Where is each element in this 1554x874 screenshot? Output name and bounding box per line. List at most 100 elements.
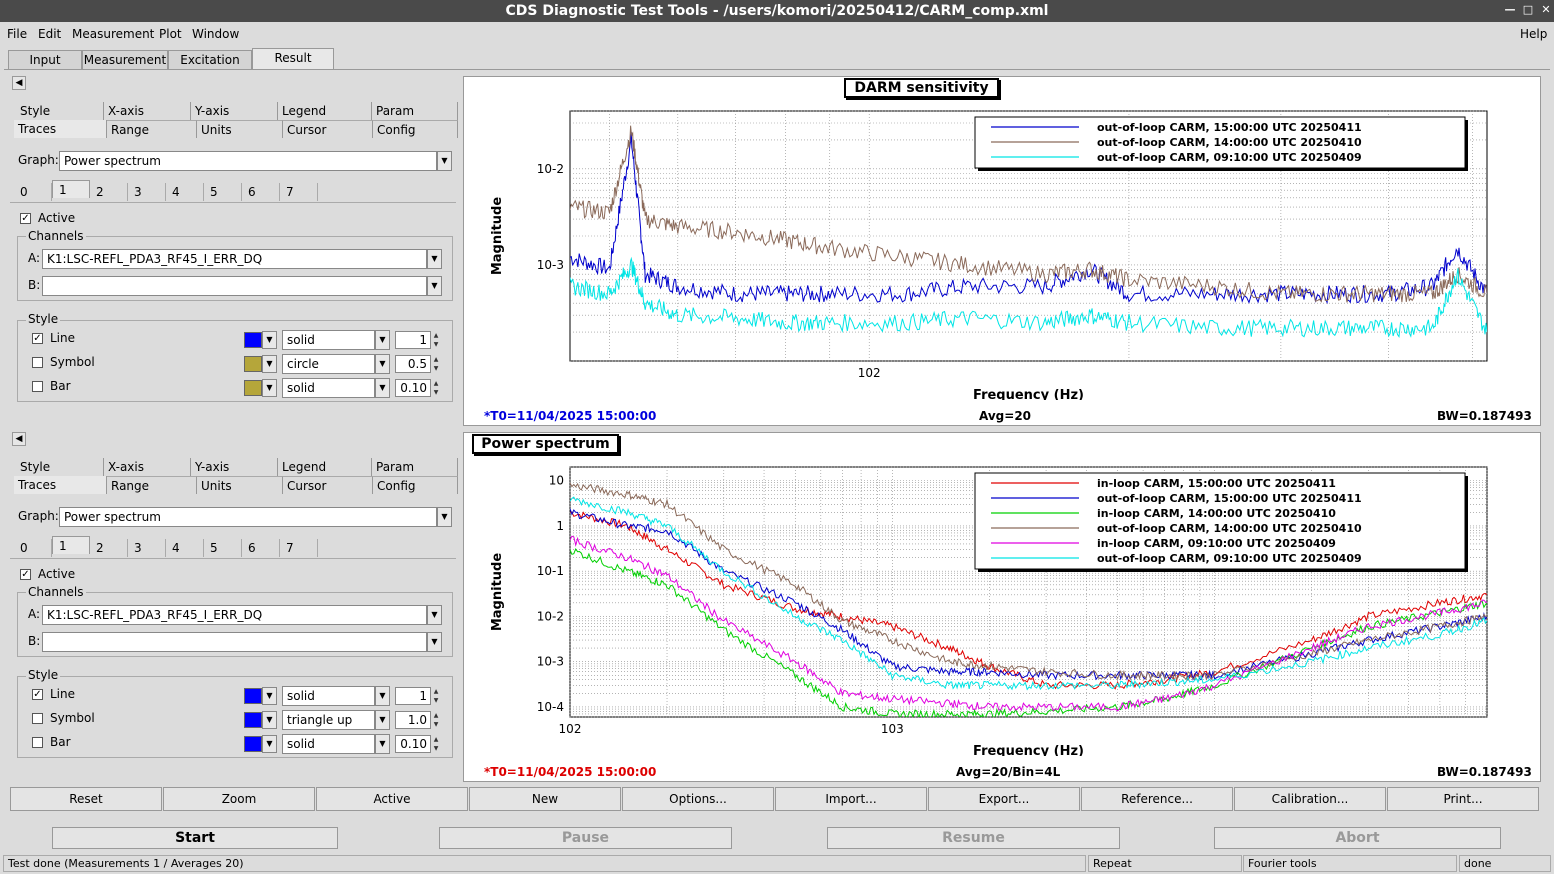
pause-button[interactable]: Pause <box>439 827 732 849</box>
line-size-input[interactable]: 1 <box>395 687 431 705</box>
chevron-down-icon[interactable]: ▼ <box>427 276 442 296</box>
bar-size-input[interactable]: 0.10 <box>395 379 431 397</box>
trace-tab-2[interactable]: 2 <box>90 539 128 557</box>
chevron-down-icon[interactable]: ▼ <box>375 734 390 754</box>
subtab-cursor[interactable]: Cursor <box>283 120 373 138</box>
active-button[interactable]: Active <box>316 787 468 811</box>
line-color-swatch[interactable] <box>244 332 262 348</box>
trace-tab-3[interactable]: 3 <box>128 183 166 201</box>
bar-style-select[interactable]: solid <box>282 734 375 754</box>
tab-input[interactable]: Input <box>8 50 82 70</box>
symbol-size-input[interactable]: 1.0 <box>395 711 431 729</box>
trace-tab-7[interactable]: 7 <box>280 539 318 557</box>
chevron-down-icon[interactable]: ▼ <box>262 735 277 753</box>
line-checkbox[interactable]: ✓ <box>32 689 43 700</box>
spin-arrows-icon[interactable]: ▲ ▼ <box>433 736 439 752</box>
trace-tab-2[interactable]: 2 <box>90 183 128 201</box>
chevron-down-icon[interactable]: ▼ <box>375 710 390 730</box>
spin-arrows-icon[interactable]: ▲ ▼ <box>433 332 439 348</box>
trace-tab-0[interactable]: 0 <box>14 183 52 201</box>
line-style-select[interactable]: solid <box>282 330 375 350</box>
new-button[interactable]: New <box>469 787 621 811</box>
collapse-arrow-icon[interactable]: ◀ <box>12 432 26 446</box>
symbol-checkbox[interactable] <box>32 357 43 368</box>
chevron-down-icon[interactable]: ▼ <box>375 354 390 374</box>
menu-plot[interactable]: Plot <box>159 27 182 41</box>
start-button[interactable]: Start <box>52 827 338 849</box>
menu-measurement[interactable]: Measurement <box>72 27 155 41</box>
subtab-param[interactable]: Param <box>372 458 458 476</box>
abort-button[interactable]: Abort <box>1214 827 1501 849</box>
chevron-down-icon[interactable]: ▼ <box>437 151 452 171</box>
active-checkbox[interactable]: ✓ <box>20 569 31 580</box>
subtab-style[interactable]: Style <box>16 102 104 120</box>
subtab-param[interactable]: Param <box>372 102 458 120</box>
symbol-checkbox[interactable] <box>32 713 43 724</box>
chevron-down-icon[interactable]: ▼ <box>262 379 277 397</box>
line-checkbox[interactable]: ✓ <box>32 333 43 344</box>
maximize-icon[interactable]: □ <box>1522 3 1534 16</box>
calibration-button[interactable]: Calibration... <box>1234 787 1386 811</box>
options-button[interactable]: Options... <box>622 787 774 811</box>
subtab-config[interactable]: Config <box>373 476 458 494</box>
bar-size-input[interactable]: 0.10 <box>395 735 431 753</box>
spin-arrows-icon[interactable]: ▲ ▼ <box>433 356 439 372</box>
chevron-down-icon[interactable]: ▼ <box>262 711 277 729</box>
menu-help[interactable]: Help <box>1520 27 1548 41</box>
chevron-down-icon[interactable]: ▼ <box>427 605 442 625</box>
symbol-color-swatch[interactable] <box>244 356 262 372</box>
reference-button[interactable]: Reference... <box>1081 787 1233 811</box>
bar-color-swatch[interactable] <box>244 380 262 396</box>
subtab-traces[interactable]: Traces <box>14 120 107 138</box>
import-button[interactable]: Import... <box>775 787 927 811</box>
channel-b-input[interactable] <box>42 632 427 652</box>
print-button[interactable]: Print... <box>1387 787 1539 811</box>
resume-button[interactable]: Resume <box>827 827 1120 849</box>
collapse-arrow-icon[interactable]: ◀ <box>12 76 26 90</box>
subtab-y-axis[interactable]: Y-axis <box>191 102 278 120</box>
trace-tab-0[interactable]: 0 <box>14 539 52 557</box>
line-color-swatch[interactable] <box>244 688 262 704</box>
trace-tab-3[interactable]: 3 <box>128 539 166 557</box>
close-icon[interactable]: ✕ <box>1541 3 1551 16</box>
chevron-down-icon[interactable]: ▼ <box>375 686 390 706</box>
tab-excitation[interactable]: Excitation <box>168 50 252 70</box>
subtab-units[interactable]: Units <box>197 476 283 494</box>
subtab-legend[interactable]: Legend <box>278 458 372 476</box>
line-style-select[interactable]: solid <box>282 686 375 706</box>
symbol-size-input[interactable]: 0.5 <box>395 355 431 373</box>
menu-file[interactable]: File <box>7 27 28 41</box>
minimize-icon[interactable]: — <box>1504 3 1516 16</box>
subtab-traces[interactable]: Traces <box>14 476 107 494</box>
trace-tab-5[interactable]: 5 <box>204 183 242 201</box>
trace-tab-4[interactable]: 4 <box>166 183 204 201</box>
graph-select[interactable]: Power spectrum <box>59 151 437 171</box>
spin-arrows-icon[interactable]: ▲ ▼ <box>433 380 439 396</box>
trace-tab-4[interactable]: 4 <box>166 539 204 557</box>
tab-result[interactable]: Result <box>252 48 334 70</box>
trace-tab-6[interactable]: 6 <box>242 183 280 201</box>
subtab-x-axis[interactable]: X-axis <box>104 458 191 476</box>
subtab-cursor[interactable]: Cursor <box>283 476 373 494</box>
reset-button[interactable]: Reset <box>10 787 162 811</box>
menu-window[interactable]: Window <box>192 27 240 41</box>
power-spectrum-chart[interactable]: 10-4 10-3 10-2 10-1 1 10 102 103 Frequency (Hz) M… <box>463 456 1541 756</box>
trace-tab-1[interactable]: 1 <box>52 180 90 198</box>
trace-tab-6[interactable]: 6 <box>242 539 280 557</box>
symbol-style-select[interactable]: triangle up <box>282 710 375 730</box>
subtab-units[interactable]: Units <box>197 120 283 138</box>
chevron-down-icon[interactable]: ▼ <box>375 330 390 350</box>
channel-a-input[interactable]: K1:LSC-REFL_PDA3_RF45_I_ERR_DQ <box>42 249 427 269</box>
bar-checkbox[interactable] <box>32 381 43 392</box>
bar-color-swatch[interactable] <box>244 736 262 752</box>
chevron-down-icon[interactable]: ▼ <box>375 378 390 398</box>
graph-select[interactable]: Power spectrum <box>59 507 437 527</box>
subtab-y-axis[interactable]: Y-axis <box>191 458 278 476</box>
active-checkbox[interactable]: ✓ <box>20 213 31 224</box>
subtab-range[interactable]: Range <box>107 120 197 138</box>
trace-tab-1[interactable]: 1 <box>52 536 90 554</box>
line-size-input[interactable]: 1 <box>395 331 431 349</box>
spin-arrows-icon[interactable]: ▲ ▼ <box>433 712 439 728</box>
darm-sensitivity-chart[interactable]: 10-3 10-2 102 Frequency (Hz) Magnitude out-of… <box>463 100 1541 400</box>
symbol-color-swatch[interactable] <box>244 712 262 728</box>
